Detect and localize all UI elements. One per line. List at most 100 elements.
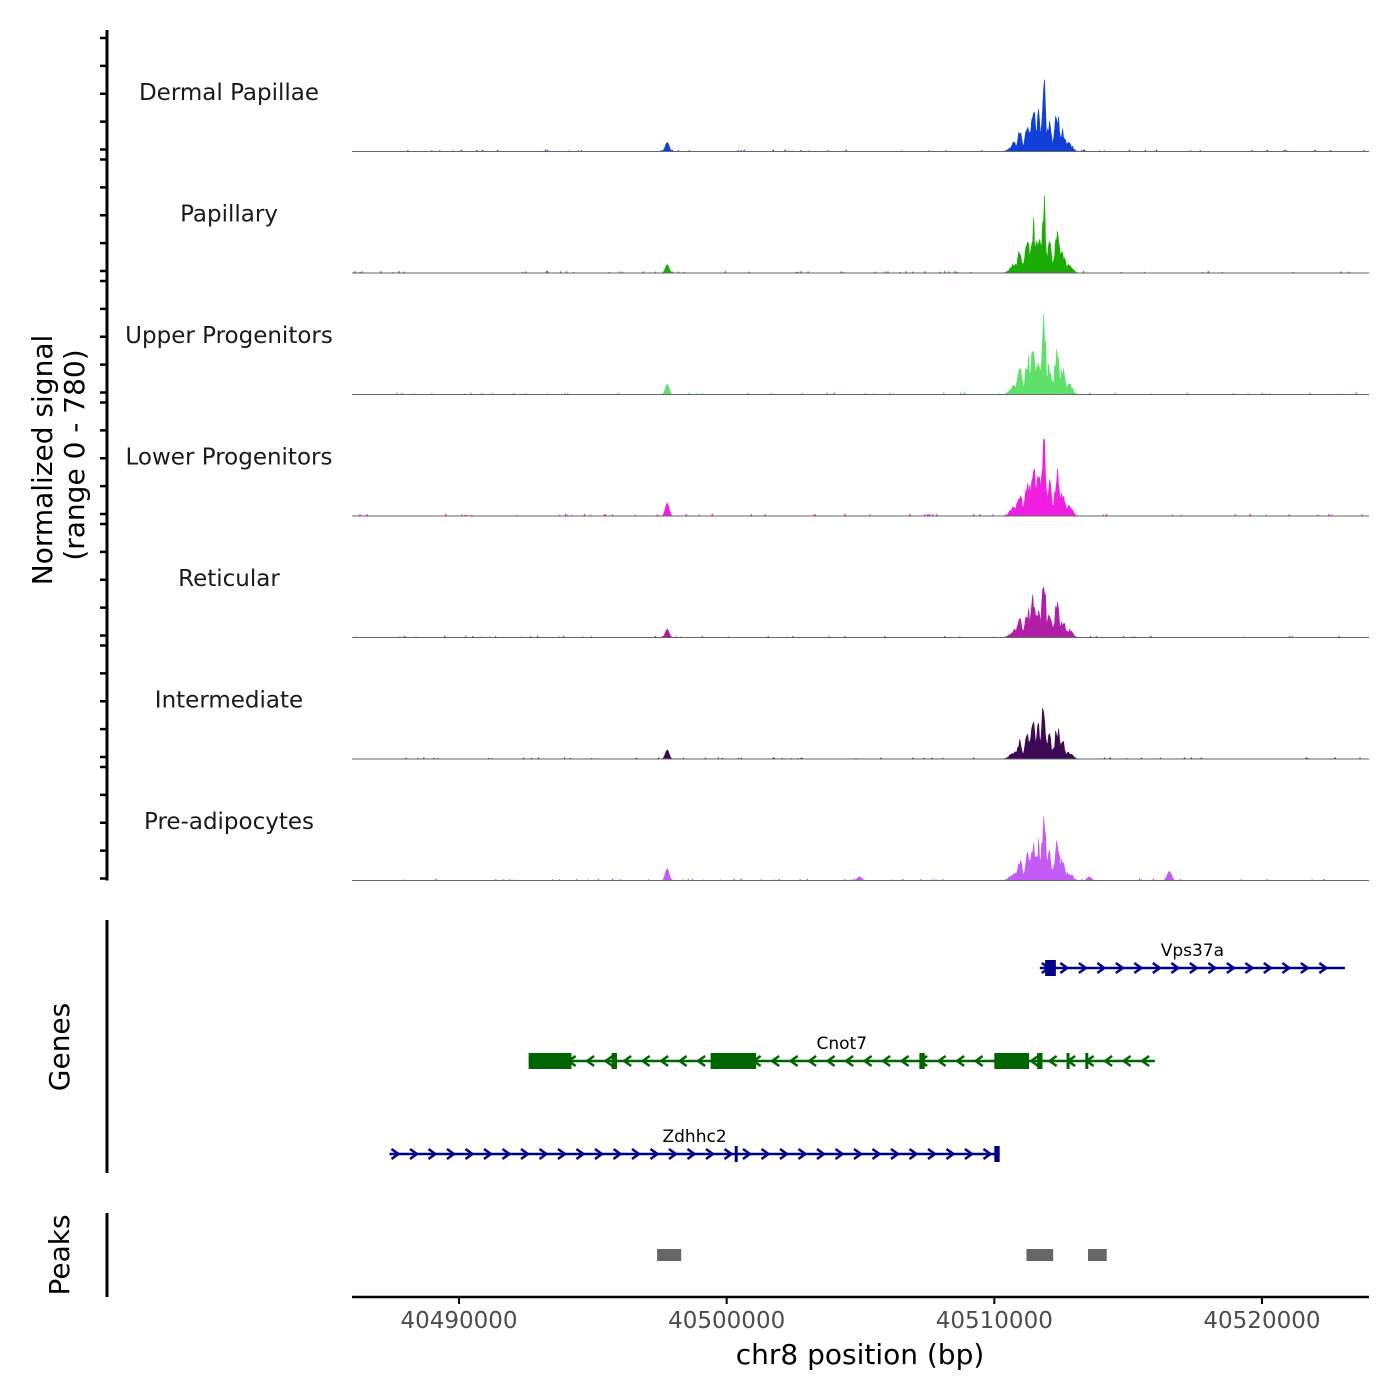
track-label: Papillary bbox=[180, 202, 278, 228]
strand-arrow bbox=[1300, 961, 1310, 975]
track-label: Pre-adipocytes bbox=[144, 809, 314, 835]
gene-exon bbox=[994, 1146, 1000, 1162]
x-tick-label: 40500000 bbox=[668, 1308, 785, 1334]
track-label: Upper Progenitors bbox=[125, 323, 333, 349]
strand-arrow bbox=[557, 1147, 568, 1161]
coverage-track: Intermediate bbox=[155, 688, 1369, 760]
gene-label: Cnot7 bbox=[817, 1034, 868, 1054]
strand-arrow bbox=[1263, 961, 1273, 975]
gene-model: Cnot7 bbox=[528, 1034, 1155, 1069]
strand-arrow bbox=[1189, 961, 1199, 975]
coverage-area bbox=[352, 438, 1369, 517]
gene-exon bbox=[1066, 1053, 1070, 1069]
x-tick-label: 40490000 bbox=[401, 1308, 518, 1334]
gene-exon bbox=[919, 1053, 925, 1069]
strand-arrow bbox=[446, 1147, 457, 1161]
strand-arrow bbox=[927, 1147, 938, 1161]
strand-arrow bbox=[1096, 961, 1107, 975]
strand-arrow bbox=[954, 1054, 965, 1068]
strand-arrow bbox=[1139, 1054, 1150, 1068]
coverage-track: Papillary bbox=[180, 195, 1369, 274]
gene-exon bbox=[994, 1053, 1030, 1069]
strand-arrow bbox=[843, 1054, 854, 1068]
strand-arrow bbox=[1318, 961, 1329, 975]
strand-arrow bbox=[483, 1147, 494, 1161]
x-axis-title: chr8 position (bp) bbox=[736, 1338, 985, 1371]
coverage-area bbox=[352, 195, 1369, 274]
x-tick-label: 40510000 bbox=[936, 1308, 1053, 1334]
track-label: Intermediate bbox=[155, 688, 303, 714]
x-axis-ticks: 40490000 40500000 40510000 40520000 bbox=[401, 1297, 1320, 1334]
coverage-track: Upper Progenitors bbox=[125, 313, 1369, 395]
strand-arrow bbox=[816, 1147, 827, 1161]
strand-arrow bbox=[603, 1054, 614, 1068]
strand-arrow bbox=[695, 1054, 706, 1068]
strand-arrow bbox=[668, 1147, 679, 1161]
strand-arrow bbox=[982, 1147, 993, 1161]
genes-track: Vps37a Cnot7 Zdhhc2 bbox=[389, 941, 1345, 1162]
coverage-track: Dermal Papillae bbox=[139, 79, 1369, 153]
coverage-area bbox=[352, 816, 1369, 882]
peaks-track-label: Peaks bbox=[43, 1214, 76, 1295]
strand-arrow bbox=[1226, 961, 1236, 975]
strand-arrow bbox=[964, 1147, 975, 1161]
strand-arrow bbox=[862, 1054, 873, 1068]
gene-model: Zdhhc2 bbox=[389, 1127, 1000, 1162]
strand-arrow bbox=[612, 1147, 623, 1161]
strand-arrow bbox=[760, 1147, 771, 1161]
strand-arrow bbox=[1115, 961, 1125, 975]
strand-arrow bbox=[945, 1147, 956, 1161]
strand-arrow bbox=[742, 1147, 753, 1161]
strand-arrow bbox=[520, 1147, 531, 1161]
strand-arrow bbox=[594, 1147, 605, 1161]
strand-arrow bbox=[825, 1054, 836, 1068]
gene-exon bbox=[1085, 1053, 1089, 1069]
coverage-track: Pre-adipocytes bbox=[144, 809, 1369, 882]
strand-arrow bbox=[538, 1147, 549, 1161]
gene-exon bbox=[710, 1053, 757, 1069]
strand-arrow bbox=[658, 1054, 669, 1068]
strand-arrow bbox=[390, 1147, 401, 1161]
strand-arrow bbox=[1047, 1054, 1058, 1068]
strand-arrow bbox=[899, 1054, 910, 1068]
y-axis-title-line2: (range 0 - 780) bbox=[58, 349, 91, 560]
strand-arrow bbox=[501, 1147, 512, 1161]
strand-arrow bbox=[936, 1054, 947, 1068]
genes-track-label: Genes bbox=[43, 1003, 76, 1091]
strand-arrow bbox=[1281, 961, 1292, 975]
peak-region bbox=[1087, 1249, 1107, 1261]
strand-arrow bbox=[1152, 961, 1162, 975]
strand-arrow bbox=[640, 1054, 651, 1068]
strand-arrow bbox=[705, 1147, 716, 1161]
strand-arrow bbox=[853, 1147, 864, 1161]
y-axis-title-line1: Normalized signal bbox=[26, 335, 59, 586]
strand-arrow bbox=[631, 1147, 642, 1161]
strand-arrow bbox=[409, 1147, 420, 1161]
strand-arrow bbox=[621, 1054, 632, 1068]
strand-arrow bbox=[464, 1147, 475, 1161]
strand-arrow bbox=[834, 1147, 845, 1161]
strand-arrow bbox=[797, 1147, 808, 1161]
strand-arrow bbox=[880, 1054, 891, 1068]
gene-exon bbox=[734, 1146, 738, 1162]
strand-arrow bbox=[779, 1147, 790, 1161]
coverage-area bbox=[352, 707, 1369, 760]
strand-arrow bbox=[575, 1147, 586, 1161]
strand-arrow bbox=[677, 1054, 688, 1068]
gene-exon bbox=[528, 1053, 572, 1069]
coverage-area bbox=[352, 79, 1369, 153]
strand-arrow bbox=[686, 1147, 697, 1161]
strand-arrow bbox=[1133, 961, 1144, 975]
coverage-area bbox=[352, 313, 1369, 395]
strand-arrow bbox=[1244, 961, 1255, 975]
strand-arrow bbox=[1028, 1054, 1039, 1068]
strand-arrow bbox=[584, 1054, 595, 1068]
gene-model: Vps37a bbox=[1039, 941, 1345, 976]
gene-exon bbox=[1037, 1053, 1043, 1069]
strand-arrow bbox=[1102, 1054, 1113, 1068]
strand-arrow bbox=[723, 1147, 734, 1161]
strand-arrow bbox=[788, 1054, 799, 1068]
strand-arrow bbox=[806, 1054, 817, 1068]
strand-arrow bbox=[427, 1147, 438, 1161]
x-tick-label: 40520000 bbox=[1203, 1308, 1320, 1334]
